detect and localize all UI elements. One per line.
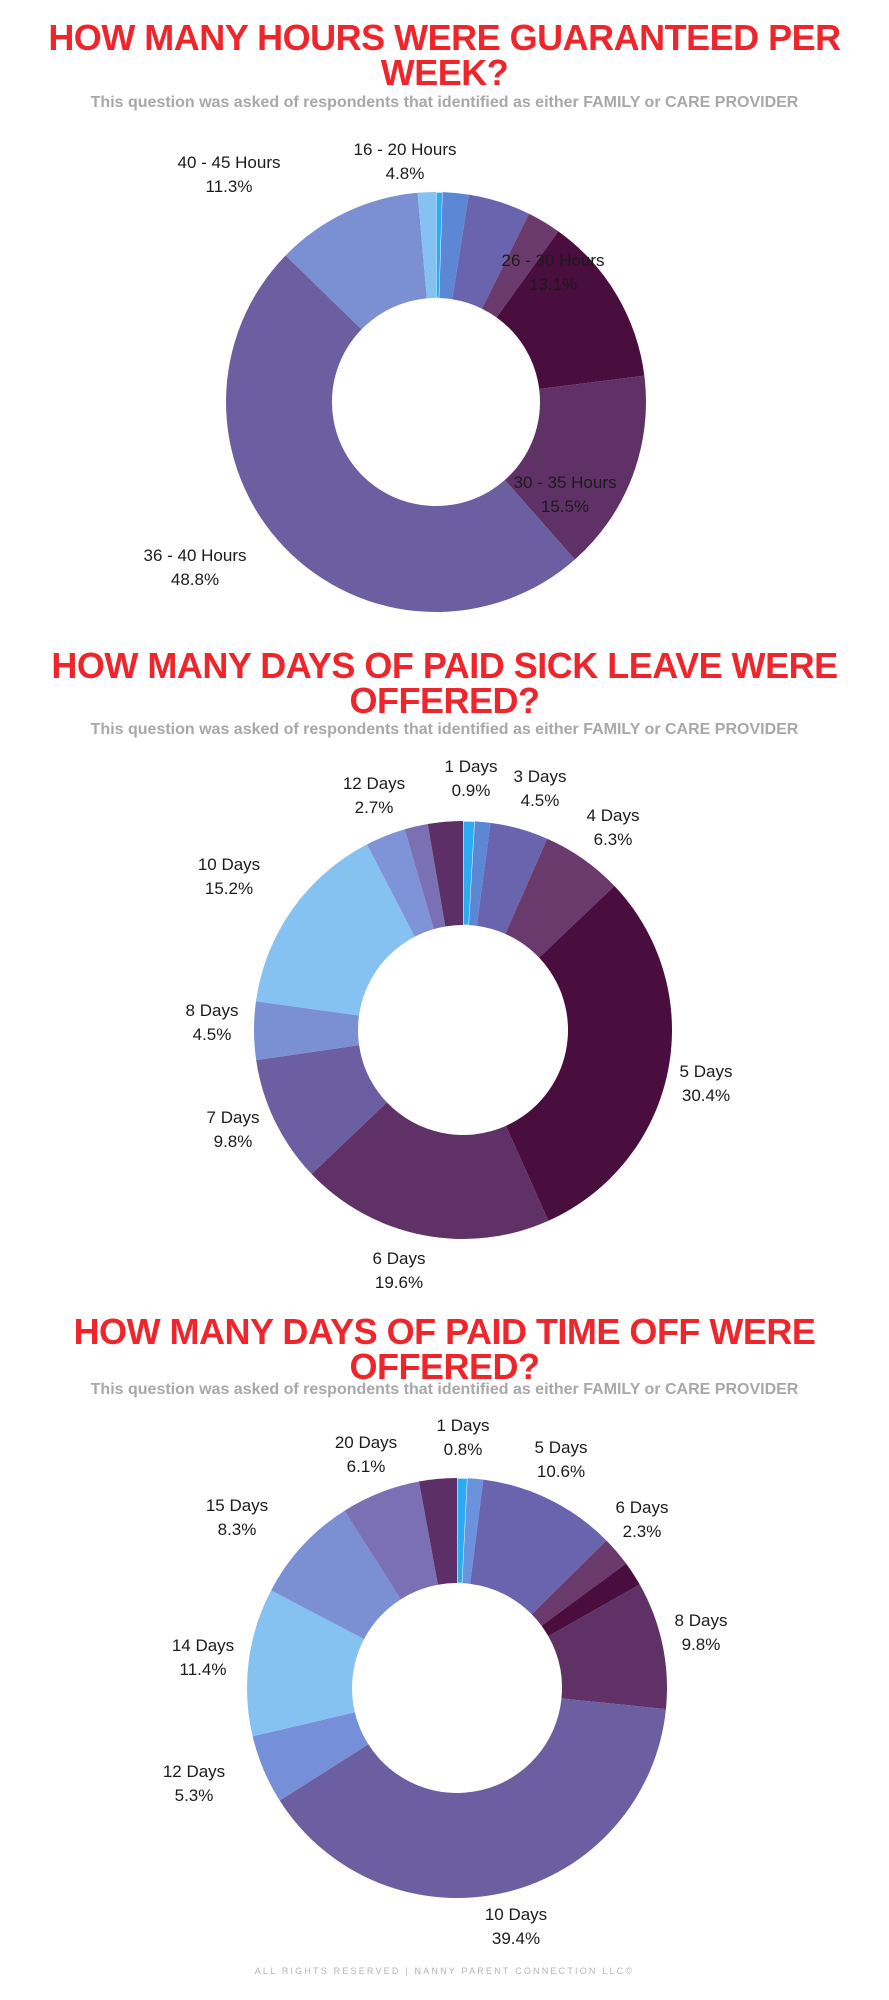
chart1-title-line2: WEEK? [380, 52, 509, 93]
pie-segment [271, 1510, 401, 1640]
pie-segment [482, 213, 559, 318]
pie-segment [531, 1540, 627, 1626]
chart3-subtitle: This question was asked of respondents t… [90, 1381, 799, 1398]
pie-segment [462, 1478, 484, 1584]
pie-segment [256, 1045, 387, 1175]
donut-chart-2 [253, 820, 672, 1239]
pie-segment [226, 255, 575, 612]
pie-segment [311, 1102, 549, 1239]
pie-segment [470, 1479, 607, 1615]
pie-segment [279, 1698, 666, 1898]
pie-segment [252, 1712, 369, 1801]
chart3-title-line2: OFFERED? [349, 1346, 541, 1387]
pie-segment [344, 1481, 438, 1600]
pie-segment [404, 824, 446, 930]
pie-segment [505, 885, 672, 1221]
chart2-title: HOW MANY DAYS OF PAID SICK LEAVE WERE OFF… [0, 645, 889, 721]
pie-segment [548, 1584, 668, 1710]
donut-chart-1 [226, 191, 646, 612]
pie-segment [505, 838, 615, 958]
pie-segment [253, 1001, 360, 1061]
donut-chart-3 [247, 1477, 668, 1898]
pie-segment [418, 1478, 457, 1585]
pie-segment [504, 375, 646, 560]
pie-segment [476, 822, 548, 934]
chart1-subtitle: This question was asked of respondents t… [90, 94, 799, 111]
pie-segment [255, 844, 415, 1016]
pie-segment [452, 194, 529, 309]
pie-segment [468, 821, 491, 926]
pie-segment [496, 231, 645, 389]
pie-segment [366, 829, 434, 937]
chart3-title-line1: HOW MANY DAYS OF PAID TIME OFF WERE [73, 1311, 816, 1352]
chart3-title: HOW MANY DAYS OF PAID TIME OFF WERE OFFER… [0, 1311, 889, 1387]
pie-segment [427, 821, 463, 927]
pie-segment [247, 1590, 365, 1737]
chart2-title-line2: OFFERED? [349, 680, 541, 721]
pie-segment [439, 192, 469, 300]
page-footer: ALL RIGHTS RESERVED | NANNY PARENT CONNE… [254, 1966, 635, 1976]
chart1-title: HOW MANY HOURS WERE GUARANTEED PER WEEK? [0, 17, 889, 93]
chart1-title-line1: HOW MANY HOURS WERE GUARANTEED PER [48, 17, 841, 58]
pie-segment [541, 1563, 640, 1637]
pie-segment [417, 192, 436, 299]
chart2-title-line1: HOW MANY DAYS OF PAID SICK LEAVE WERE [51, 645, 838, 686]
chart2-subtitle: This question was asked of respondents t… [90, 721, 799, 738]
pie-segment [285, 192, 427, 330]
